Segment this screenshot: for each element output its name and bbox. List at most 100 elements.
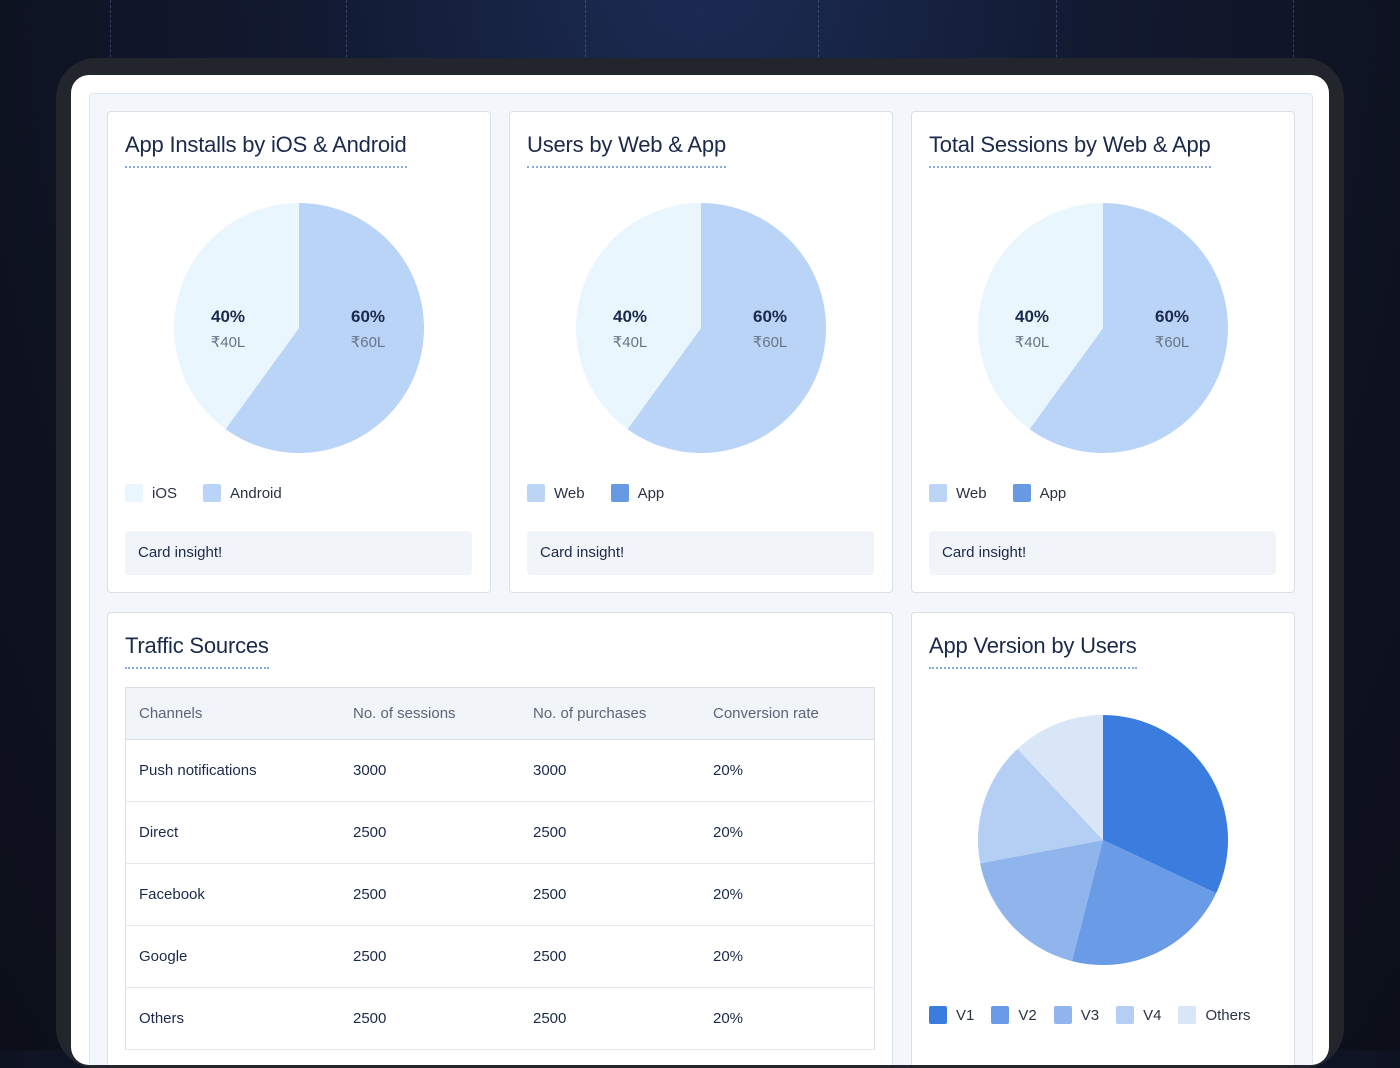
pie-slice-web[interactable] <box>978 203 1103 430</box>
pie-slice-v3[interactable] <box>980 840 1103 962</box>
channel-cell: Others <box>125 987 340 1050</box>
pie-slice-ios[interactable] <box>174 203 299 430</box>
pie-left-percent: 40% <box>210 307 246 326</box>
legend-item-android[interactable]: Android <box>203 484 282 502</box>
card-title: App Installs by iOS & Android <box>125 132 407 168</box>
column-header-purchases[interactable]: No. of purchases <box>520 687 700 740</box>
pie-slice-web[interactable] <box>576 203 701 430</box>
pie-slice-android[interactable] <box>225 203 425 453</box>
column-header-sessions[interactable]: No. of sessions <box>340 687 520 740</box>
legend-item-app[interactable]: App <box>610 484 665 502</box>
sessions-cell: 2500 <box>340 987 520 1050</box>
card-title: Traffic Sources <box>125 633 269 669</box>
channel-cell: Direct <box>125 801 340 864</box>
conversion-cell: 20% <box>700 987 875 1050</box>
legend-label: V1 <box>956 1006 975 1024</box>
pie-slice-v4[interactable] <box>978 748 1103 864</box>
purchases-cell: 3000 <box>520 739 700 802</box>
app-version-card: App Version by Users V1 V2 V3 V4 <box>911 612 1295 1065</box>
legend: Web App <box>527 484 690 502</box>
traffic-sources-card: Traffic Sources Channels No. of sessions… <box>107 612 893 1065</box>
pie-slice-app[interactable] <box>627 203 826 453</box>
card-insight: Card insight! <box>527 531 874 575</box>
legend-label: V3 <box>1080 1006 1100 1024</box>
conversion-cell: 20% <box>700 739 875 802</box>
channel-cell: Facebook <box>125 863 340 926</box>
card-title: Users by Web & App <box>527 132 726 168</box>
pie-slice-v1[interactable] <box>1103 715 1228 894</box>
legend-swatch <box>610 484 629 502</box>
legend-swatch <box>1116 1006 1135 1024</box>
legend-item-v1[interactable]: V1 <box>929 1006 974 1024</box>
legend-swatch <box>1178 1006 1197 1024</box>
legend-label: Others <box>1205 1006 1251 1024</box>
table-row[interactable]: Push notifications 3000 3000 20% <box>125 739 875 802</box>
legend-label: V2 <box>1018 1006 1037 1024</box>
legend-item-others[interactable]: Others <box>1178 1006 1250 1024</box>
pie-slice-app[interactable] <box>1029 203 1228 453</box>
table-row[interactable]: Google 2500 2500 20% <box>125 925 875 988</box>
legend-item-app[interactable]: App <box>1012 484 1066 502</box>
pie-right-amount: ₹60L <box>350 334 386 351</box>
column-header-conversion[interactable]: Conversion rate <box>700 687 875 740</box>
purchases-cell: 2500 <box>520 863 700 926</box>
table-header-row: Channels No. of sessions No. of purchase… <box>125 687 875 740</box>
card-title: App Version by Users <box>929 633 1137 669</box>
pie-right-percent: 60% <box>1154 307 1190 326</box>
legend-label: App <box>637 484 665 502</box>
channel-cell: Google <box>125 925 340 988</box>
legend-item-v4[interactable]: V4 <box>1116 1006 1161 1024</box>
legend-label: iOS <box>152 484 178 502</box>
conversion-cell: 20% <box>700 863 875 926</box>
legend-item-v2[interactable]: V2 <box>991 1006 1037 1024</box>
dashboard-canvas: App Installs by iOS & Android 40% ₹40L 6… <box>89 93 1313 1065</box>
legend-label: Android <box>230 484 282 502</box>
card-insight: Card insight! <box>929 531 1276 575</box>
table-row[interactable]: Direct 2500 2500 20% <box>125 801 875 864</box>
users-card: Users by Web & App 40% ₹40L 60% ₹60L Web… <box>509 111 893 593</box>
legend-item-v3[interactable]: V3 <box>1053 1006 1100 1024</box>
sessions-cell: 2500 <box>340 925 520 988</box>
legend-swatch <box>125 484 143 502</box>
legend-swatch <box>527 484 545 502</box>
legend-swatch <box>1012 484 1031 502</box>
legend-swatch <box>1053 1006 1072 1024</box>
table-row[interactable]: Facebook 2500 2500 20% <box>125 863 875 926</box>
users-pie-chart <box>576 203 826 453</box>
legend: iOS Android <box>125 484 308 502</box>
traffic-table: Channels No. of sessions No. of purchase… <box>125 687 875 1050</box>
pie-left-amount: ₹40L <box>210 334 246 351</box>
legend-label: Web <box>554 484 585 502</box>
pie-slice-others[interactable] <box>1017 715 1103 840</box>
conversion-cell: 20% <box>700 801 875 864</box>
legend-label: Web <box>956 484 987 502</box>
legend: V1 V2 V3 V4 Others <box>929 1006 1250 1024</box>
legend-item-web[interactable]: Web <box>527 484 585 502</box>
app-installs-pie-chart <box>174 203 425 453</box>
pie-left-percent: 40% <box>1014 307 1050 326</box>
legend-swatch <box>929 1006 947 1024</box>
pie-left-percent: 40% <box>612 307 648 326</box>
legend-swatch <box>203 484 222 502</box>
sessions-cell: 3000 <box>340 739 520 802</box>
table-row[interactable]: Others 2500 2500 20% <box>125 987 875 1050</box>
app-version-pie-chart <box>978 715 1228 965</box>
card-title: Total Sessions by Web & App <box>929 132 1211 168</box>
sessions-cell: 2500 <box>340 863 520 926</box>
purchases-cell: 2500 <box>520 987 700 1050</box>
pie-right-amount: ₹60L <box>1154 334 1190 351</box>
sessions-card: Total Sessions by Web & App 40% ₹40L 60%… <box>911 111 1295 593</box>
legend-item-ios[interactable]: iOS <box>125 484 177 502</box>
legend-swatch <box>929 484 947 502</box>
conversion-cell: 20% <box>700 925 875 988</box>
app-installs-card: App Installs by iOS & Android 40% ₹40L 6… <box>107 111 491 593</box>
legend-item-web[interactable]: Web <box>929 484 987 502</box>
sessions-cell: 2500 <box>340 801 520 864</box>
pie-left-amount: ₹40L <box>1014 334 1050 351</box>
legend-label: V4 <box>1143 1006 1162 1024</box>
pie-slice-v2[interactable] <box>1071 840 1217 965</box>
purchases-cell: 2500 <box>520 925 700 988</box>
column-header-channels[interactable]: Channels <box>125 687 340 740</box>
pie-right-percent: 60% <box>350 307 386 326</box>
legend: Web App <box>929 484 1092 502</box>
